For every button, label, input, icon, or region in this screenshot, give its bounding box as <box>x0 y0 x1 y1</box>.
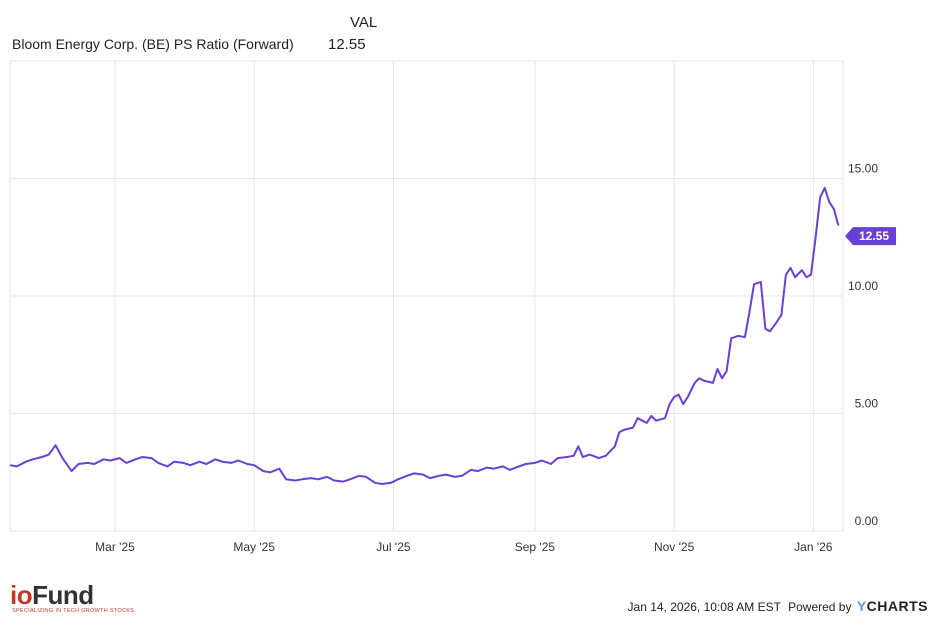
ps-ratio-line-chart: 0.00 5.00 10.00 15.00 Mar '25 May '25 Jul '25 S… <box>9 60 896 554</box>
chart-legend: VAL Bloom Energy Corp. (BE) PS Ratio (Fo… <box>12 14 377 54</box>
iofund-logo-tagline: SPECIALIZING IN TECH GROWTH STOCKS <box>12 608 135 614</box>
y-tick-label: 10.00 <box>848 279 878 293</box>
legend-series-value: 12.55 <box>328 36 366 53</box>
y-tick-label: 5.00 <box>855 397 879 411</box>
x-tick-label: Jan '26 <box>794 540 833 554</box>
legend-column-header: VAL <box>350 14 378 31</box>
x-tick-label: May '25 <box>233 540 275 554</box>
x-tick-label: Nov '25 <box>654 540 695 554</box>
powered-by-label: Powered by <box>788 600 852 614</box>
x-tick-label: Mar '25 <box>95 540 135 554</box>
x-tick-label: Jul '25 <box>376 540 411 554</box>
iofund-logo: ioFund SPECIALIZING IN TECH GROWTH STOCK… <box>10 580 134 614</box>
x-tick-label: Sep '25 <box>515 540 556 554</box>
ycharts-logo[interactable]: YCHARTS <box>856 598 928 614</box>
y-tick-label: 0.00 <box>855 514 879 528</box>
legend-series-name[interactable]: Bloom Energy Corp. (BE) PS Ratio (Forwar… <box>12 36 294 52</box>
iofund-logo-wordmark: ioFund <box>10 580 94 610</box>
last-value-label: 12.55 <box>859 229 889 243</box>
timestamp: Jan 14, 2026, 10:08 AM EST <box>627 600 781 614</box>
y-tick-label: 15.00 <box>848 162 878 176</box>
footer: ioFund SPECIALIZING IN TECH GROWTH STOCK… <box>0 576 936 619</box>
last-value-tag <box>845 227 896 246</box>
chart-credit: Jan 14, 2026, 10:08 AM EST Powered by YC… <box>628 598 928 614</box>
series-line <box>9 186 840 485</box>
